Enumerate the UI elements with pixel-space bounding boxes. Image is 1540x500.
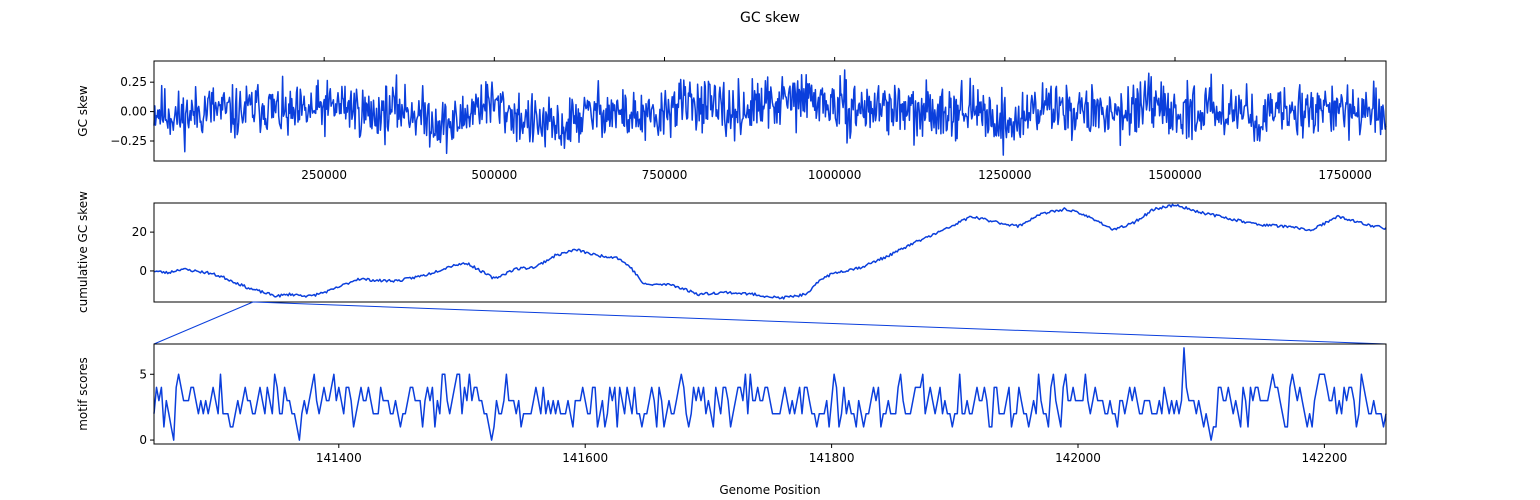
cumulative-gc-skew-ticks: 0 20	[132, 225, 154, 278]
xtick-label: 500000	[471, 168, 517, 182]
zoom-connector-left	[153, 301, 254, 345]
zoom-connector-right	[252, 301, 1387, 345]
gc-skew-ylabel: GC skew	[76, 85, 90, 137]
ytick-label: 0	[139, 433, 147, 447]
figure-xlabel: Genome Position	[719, 483, 820, 497]
xtick-label: 1750000	[1318, 168, 1371, 182]
xtick-label: 1250000	[978, 168, 1031, 182]
motif-scores-ylabel: motif scores	[76, 357, 90, 431]
ytick-label: 0	[139, 264, 147, 278]
cumulative-gc-skew-plot-frame	[153, 202, 1387, 303]
cumulative-gc-skew-series-line	[153, 203, 1387, 300]
xtick-label: 1500000	[1148, 168, 1201, 182]
ytick-label: 5	[139, 367, 147, 381]
ytick-label: 0.00	[120, 105, 147, 119]
xtick-label: 141600	[562, 451, 608, 465]
motif-scores-ticks: 0 5 141400 141600 141800 142000 142200	[139, 367, 1347, 465]
gc-skew-panel: GC skew −0.25 0.00 0.25 250000 500000 750000 1…	[76, 57, 1387, 182]
motif-scores-series-line	[153, 347, 1387, 441]
cumulative-gc-skew-panel: cumulative GC skew 0 20	[76, 191, 1387, 313]
xtick-label: 142000	[1055, 451, 1101, 465]
gc-skew-plot-frame	[153, 60, 1387, 162]
xtick-label: 141800	[809, 451, 855, 465]
gc-skew-ticks: −0.25 0.00 0.25 250000 500000 750000 1000000 12…	[110, 57, 1372, 182]
xtick-label: 142200	[1301, 451, 1347, 465]
ytick-label: −0.25	[110, 134, 147, 148]
xtick-label: 141400	[316, 451, 362, 465]
figure-title: GC skew	[740, 10, 800, 26]
motif-scores-panel: motif scores 0 5 141400 141600 141800 142000 1…	[76, 343, 1387, 465]
cumulative-gc-skew-ylabel: cumulative GC skew	[76, 191, 90, 313]
xtick-label: 750000	[642, 168, 688, 182]
gc-skew-series-line	[153, 69, 1387, 156]
xtick-label: 250000	[301, 168, 347, 182]
motif-scores-plot-frame	[153, 343, 1387, 445]
ytick-label: 20	[132, 225, 147, 239]
xtick-label: 1000000	[808, 168, 861, 182]
ytick-label: 0.25	[120, 75, 147, 89]
